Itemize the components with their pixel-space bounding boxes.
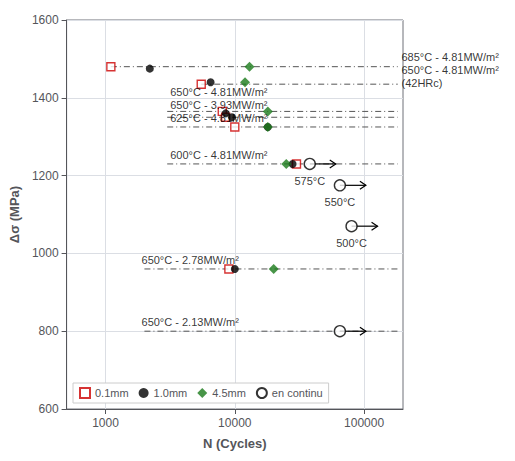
- svg-text:650°C - 2.78MW/m²: 650°C - 2.78MW/m²: [142, 254, 240, 266]
- svg-text:625°C - 4.81MW/m²: 625°C - 4.81MW/m²: [170, 112, 268, 124]
- svg-text:600: 600: [39, 402, 59, 416]
- svg-text:1600: 1600: [32, 13, 59, 27]
- svg-text:600°C - 4.81MW/m²: 600°C - 4.81MW/m²: [170, 149, 268, 161]
- svg-text:650°C - 4.81MW/m²: 650°C - 4.81MW/m²: [170, 86, 268, 98]
- svg-text:Δσ (MPa): Δσ (MPa): [7, 186, 22, 243]
- svg-text:100000: 100000: [344, 416, 384, 430]
- svg-text:550°C: 550°C: [325, 196, 356, 208]
- svg-text:0.1mm: 0.1mm: [95, 387, 129, 399]
- svg-text:685°C - 4.81MW/m²: 685°C - 4.81MW/m²: [402, 51, 500, 63]
- svg-text:1000: 1000: [92, 416, 119, 430]
- svg-text:10000: 10000: [218, 416, 252, 430]
- svg-text:1200: 1200: [32, 169, 59, 183]
- svg-text:en continu: en continu: [272, 387, 323, 399]
- svg-text:1400: 1400: [32, 91, 59, 105]
- svg-text:1.0mm: 1.0mm: [154, 387, 188, 399]
- svg-text:4.5mm: 4.5mm: [212, 387, 246, 399]
- svg-text:650°C - 3.93MW/m²: 650°C - 3.93MW/m²: [170, 99, 268, 111]
- svg-text:(42HRc): (42HRc): [402, 77, 443, 89]
- svg-text:800: 800: [39, 324, 59, 338]
- svg-text:650°C - 4.81MW/m²: 650°C - 4.81MW/m²: [402, 64, 500, 76]
- svg-text:N (Cycles): N (Cycles): [203, 436, 267, 451]
- svg-text:575°C: 575°C: [294, 175, 325, 187]
- svg-text:1000: 1000: [32, 246, 59, 260]
- svg-text:500°C: 500°C: [336, 237, 367, 249]
- svg-text:650°C - 2.13MW/m²: 650°C - 2.13MW/m²: [142, 316, 240, 328]
